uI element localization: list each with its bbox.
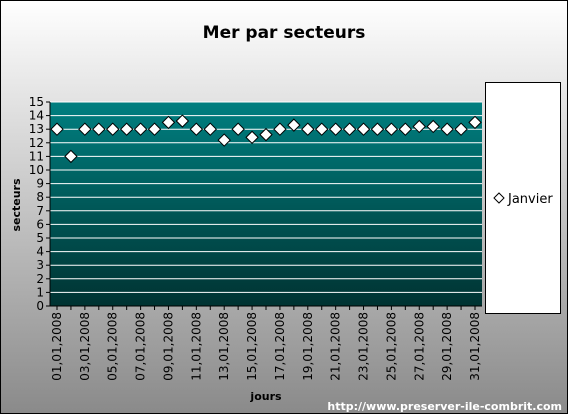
chart-title: Mer par secteurs xyxy=(203,23,366,43)
x-tick-label: 25,01,2008 xyxy=(384,312,398,381)
data-point-janvier xyxy=(301,122,315,136)
x-tick-label: 09,01,2008 xyxy=(161,312,175,381)
y-tick-label: 6 xyxy=(36,217,44,231)
x-tick-label: 11,01,2008 xyxy=(189,312,203,381)
data-point-janvier xyxy=(412,119,426,134)
x-tick-label: 23,01,2008 xyxy=(357,312,371,381)
data-point-janvier xyxy=(217,133,231,147)
y-tick-label: 10 xyxy=(29,163,44,177)
x-tick-label: 31,01,2008 xyxy=(468,312,482,381)
x-tick-label: 13,01,2008 xyxy=(217,312,231,381)
legend-label-janvier: Janvier xyxy=(507,192,553,207)
x-tick-label: 05,01,2008 xyxy=(106,312,120,381)
x-tick-label: 19,01,2008 xyxy=(301,312,315,381)
data-point-janvier xyxy=(356,122,371,136)
data-point-janvier xyxy=(92,122,106,136)
y-tick-label: 5 xyxy=(36,231,44,245)
x-tick-label: 17,01,2008 xyxy=(273,312,287,381)
y-tick-label: 0 xyxy=(36,299,44,313)
x-tick-label: 15,01,2008 xyxy=(245,312,259,381)
grid-lines xyxy=(50,101,482,293)
x-axis-label: jours xyxy=(249,390,282,403)
data-point-janvier xyxy=(161,115,176,130)
x-tick-label: 29,01,2008 xyxy=(440,312,454,381)
y-tick-label: 7 xyxy=(36,204,44,218)
data-point-janvier xyxy=(315,122,329,136)
data-point-janvier xyxy=(370,122,385,136)
data-point-janvier xyxy=(147,122,162,136)
footer-credit: http://www.preserver-ile-combrit.com xyxy=(327,400,562,413)
data-point-janvier xyxy=(245,130,259,145)
x-tick-label: 03,01,2008 xyxy=(78,312,92,381)
x-tick-label: 21,01,2008 xyxy=(329,312,343,381)
legend-marker-janvier xyxy=(493,192,505,204)
data-point-janvier xyxy=(384,122,399,136)
data-point-janvier xyxy=(231,122,245,136)
data-point-janvier xyxy=(454,122,468,136)
x-tick-label: 07,01,2008 xyxy=(134,312,148,381)
data-point-janvier xyxy=(203,122,217,136)
data-point-janvier xyxy=(189,122,204,136)
data-point-janvier xyxy=(468,115,482,130)
y-tick-label: 4 xyxy=(36,245,44,259)
data-point-janvier xyxy=(175,114,190,128)
y-tick-label: 15 xyxy=(29,95,44,109)
data-point-janvier xyxy=(328,122,343,136)
y-tick-label: 13 xyxy=(29,122,44,136)
data-point-janvier xyxy=(342,122,357,136)
data-point-janvier xyxy=(119,122,134,136)
data-point-janvier xyxy=(273,122,287,136)
data-point-janvier xyxy=(398,122,413,136)
y-tick-label: 2 xyxy=(36,272,44,286)
data-point-janvier xyxy=(426,119,440,134)
y-tick-label: 8 xyxy=(36,190,44,204)
y-tick-label: 11 xyxy=(29,149,44,163)
data-point-janvier xyxy=(259,127,273,142)
data-point-janvier xyxy=(50,122,64,136)
data-point-janvier xyxy=(78,122,92,136)
data-point-janvier xyxy=(287,118,301,132)
y-axis-label: secteurs xyxy=(10,178,23,232)
y-tick-label: 3 xyxy=(36,258,44,272)
data-point-janvier xyxy=(106,122,120,136)
y-tick-label: 9 xyxy=(36,177,44,191)
y-tick-label: 1 xyxy=(36,285,44,299)
data-point-janvier xyxy=(133,122,148,136)
x-tick-label: 01,01,2008 xyxy=(50,312,64,381)
y-tick-label: 12 xyxy=(29,136,44,150)
data-point-janvier xyxy=(440,122,454,136)
y-tick-label: 14 xyxy=(29,109,44,123)
series-janvier-markers xyxy=(50,114,482,164)
x-tick-labels: 01,01,2008 03,01,2008 05,01,2008 07,01,2008… xyxy=(50,306,482,381)
data-point-janvier xyxy=(64,149,78,164)
x-tick-label: 27,01,2008 xyxy=(412,312,426,381)
